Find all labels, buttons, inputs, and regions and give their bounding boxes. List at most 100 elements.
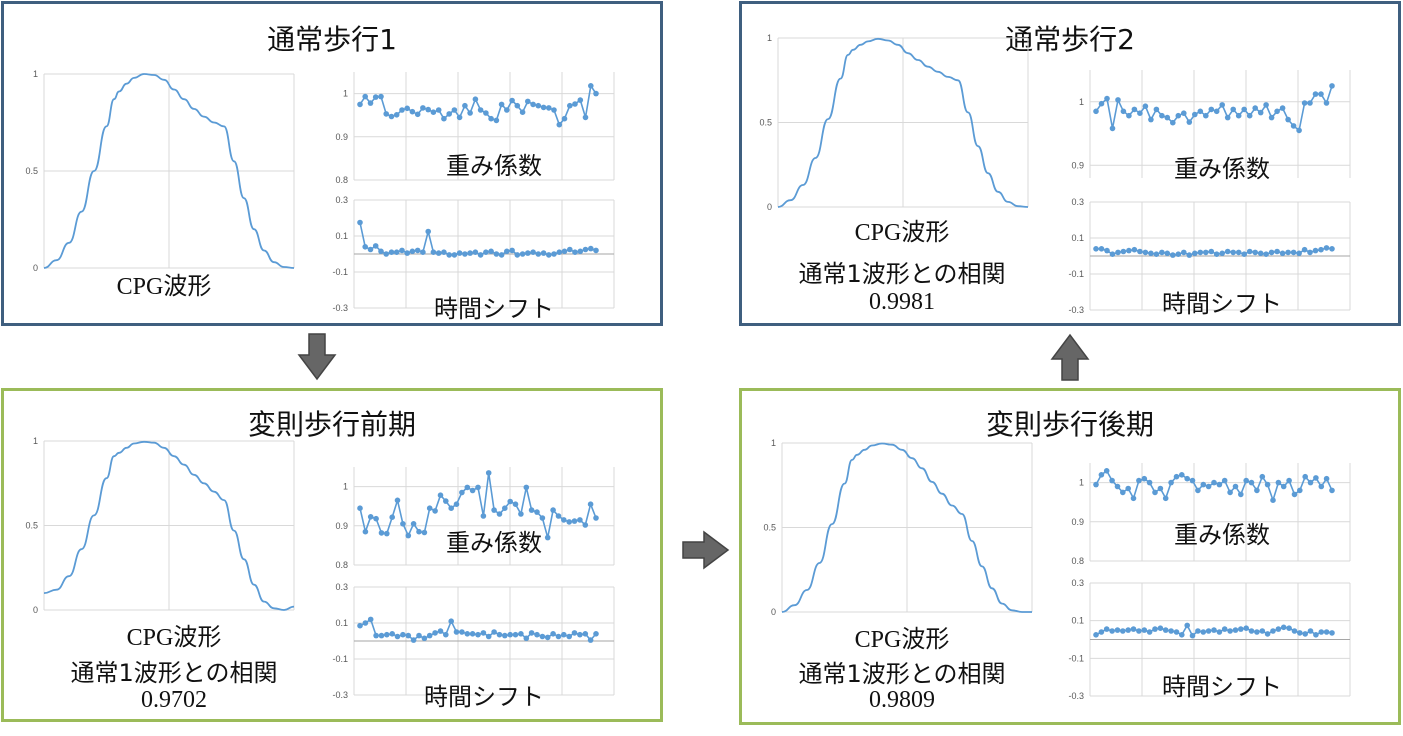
shift-data-point <box>416 632 422 639</box>
shift-data-point <box>372 243 379 249</box>
weights-data-point <box>523 484 530 491</box>
y-tick-label: 0.1 <box>335 618 348 628</box>
shift-data-point <box>367 616 374 623</box>
correlation-label: 通常1波形との相関 <box>70 659 278 687</box>
weights-data-point <box>367 514 374 520</box>
weights-data-point <box>502 505 508 511</box>
weights-data-point <box>577 517 583 523</box>
shift-data-point <box>1230 249 1236 256</box>
shift-data-point <box>437 628 444 634</box>
y-tick-label: 0.5 <box>759 118 772 128</box>
y-tick-label: -0.1 <box>332 267 348 277</box>
weight-coefficient-chart: 0.8 0.9 1 <box>335 467 615 570</box>
shift-data-point <box>519 251 526 257</box>
weights-data-point <box>1248 479 1255 486</box>
y-tick-label: 0.3 <box>335 582 348 592</box>
shift-data-point <box>443 631 449 638</box>
shift-data-point <box>1291 628 1298 634</box>
weights-data-point <box>1307 100 1313 106</box>
weights-data-point <box>414 111 421 118</box>
panel-title: 通常歩行1 <box>267 23 397 56</box>
shift-data-point <box>1189 632 1196 639</box>
weights-data-point <box>1192 111 1198 118</box>
weights-data-point <box>1136 477 1142 484</box>
panel-irregular-walk-late: 変則歩行後期 0 0.5 1 CPG波形 通常1波形との相関 0.9809 0.8 0… <box>739 388 1401 725</box>
shift-data-point <box>421 635 428 642</box>
weights-data-point <box>1238 491 1244 498</box>
shift-data-point <box>1093 632 1099 638</box>
y-tick-label: 0.8 <box>1071 556 1084 566</box>
weights-data-point <box>582 114 589 121</box>
weights-data-point <box>443 498 449 504</box>
weights-data-point <box>1179 472 1185 478</box>
shift-data-point <box>456 250 463 256</box>
weights-data-point <box>426 505 433 511</box>
shift-data-point <box>1103 626 1110 632</box>
weights-data-point <box>1241 106 1247 113</box>
weights-data-point <box>409 108 416 115</box>
shift-data-point <box>535 251 542 257</box>
shift-data-point <box>1307 628 1314 634</box>
shift-data-point <box>1120 628 1126 634</box>
shift-data-point <box>1170 252 1176 258</box>
shift-data-point <box>485 633 492 640</box>
weights-data-point <box>1164 114 1171 121</box>
y-tick-label: 0.9 <box>1071 160 1084 170</box>
shift-data-point <box>512 631 519 638</box>
panel-title: 通常歩行2 <box>1005 23 1135 56</box>
weights-data-point <box>389 514 395 520</box>
cpg-waveform-chart: 00.51 <box>759 33 1029 212</box>
weights-data-point <box>1131 106 1138 113</box>
y-tick-label: 0.1 <box>1071 616 1084 626</box>
shift-data-point <box>1115 249 1121 256</box>
time-shift-label: 時間シフト <box>1162 290 1282 318</box>
y-tick-label: 1 <box>33 436 38 446</box>
weights-data-point <box>593 90 599 97</box>
weights-data-point <box>498 101 505 108</box>
shift-data-point <box>1168 628 1174 634</box>
weights-data-point <box>509 97 515 104</box>
shift-data-point <box>1173 629 1180 635</box>
y-tick-label: 0 <box>33 263 38 273</box>
cpg-waveform-line <box>781 442 1032 613</box>
shift-data-point <box>388 249 395 255</box>
weights-data-point <box>1232 483 1239 490</box>
shift-data-point <box>509 247 515 254</box>
weights-data-point <box>566 519 572 525</box>
shift-data-point <box>1243 625 1249 631</box>
weights-data-point <box>357 101 363 108</box>
shift-data-point <box>1109 251 1116 257</box>
y-tick-label: 0.9 <box>335 521 348 531</box>
weights-data-point <box>567 102 573 109</box>
shift-data-point <box>378 248 384 255</box>
shift-data-point <box>451 252 458 258</box>
weights-data-point <box>459 489 465 496</box>
weights-data-point <box>1323 100 1330 106</box>
weights-data-point <box>388 113 395 120</box>
shift-data-point <box>477 252 484 258</box>
shift-data-point <box>504 248 510 255</box>
weights-data-point <box>1093 108 1099 115</box>
weights-data-point <box>1224 114 1231 121</box>
weights-data-point <box>1126 112 1132 119</box>
shift-data-point <box>459 629 465 635</box>
weights-data-point <box>1142 103 1149 109</box>
weights-data-point <box>546 105 552 111</box>
shift-data-point <box>1175 251 1182 257</box>
shift-data-point <box>469 631 476 637</box>
cpg-waveform-label: CPG波形 <box>126 625 222 651</box>
shift-data-point <box>1227 628 1233 634</box>
weights-data-point <box>1162 495 1169 502</box>
shift-data-point <box>593 247 599 254</box>
shift-data-point <box>555 633 562 640</box>
panel-normal-walk-1: 通常歩行1 0 0.5 1 CPG波形 0.8 0.9 1 重み係数 -0.3 -0.1 0… <box>1 1 663 326</box>
shift-data-point <box>367 246 374 253</box>
shift-data-point <box>432 630 438 636</box>
weights-data-point <box>446 111 452 117</box>
cpg-waveform-label: CPG波形 <box>116 274 212 300</box>
shift-data-point <box>400 631 406 638</box>
shift-data-point <box>488 248 494 255</box>
shift-data-point <box>507 631 513 638</box>
shift-data-point <box>1235 249 1242 256</box>
y-tick-label: 0.5 <box>25 166 38 176</box>
